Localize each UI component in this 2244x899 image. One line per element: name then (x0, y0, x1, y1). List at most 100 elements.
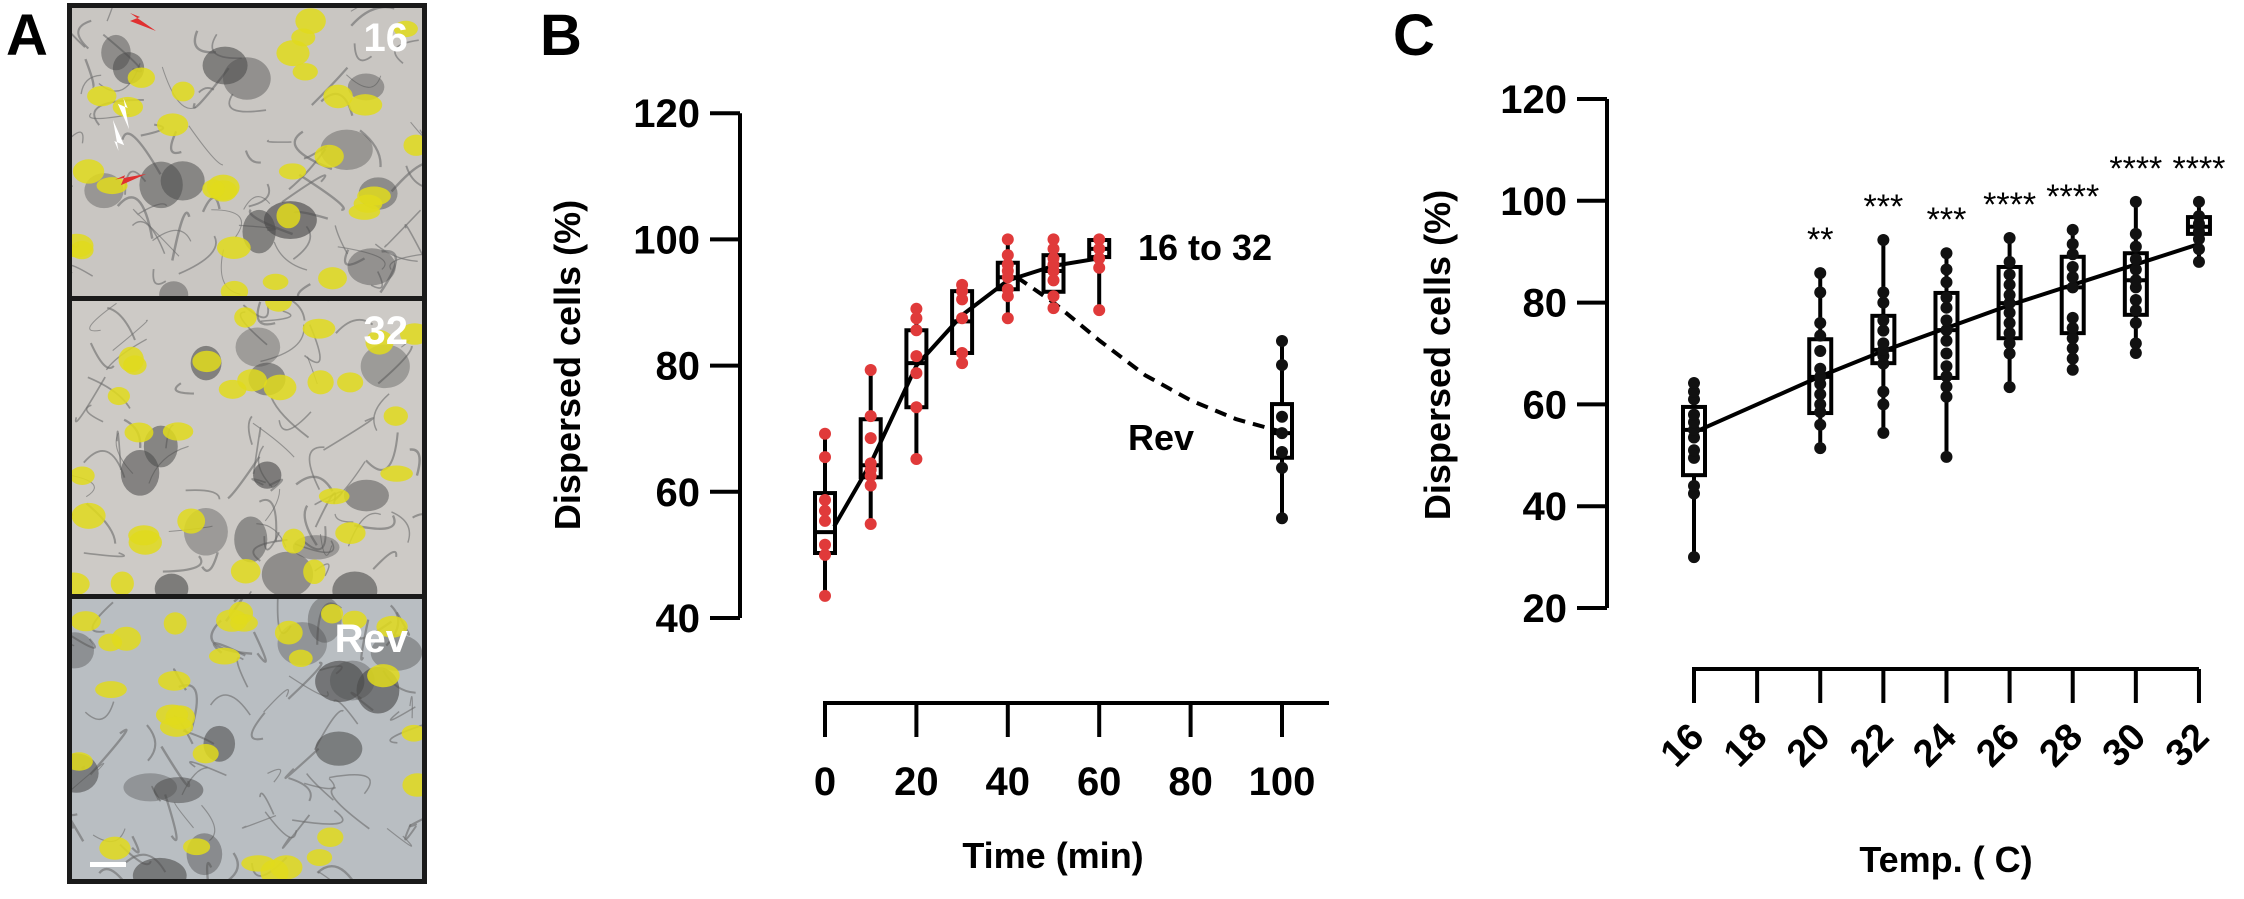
nucleus (276, 40, 310, 67)
nucleus (87, 86, 117, 107)
micrograph-image (72, 8, 422, 296)
pigment-cluster (160, 161, 205, 201)
significance-label: **** (2172, 150, 2225, 188)
data-point (1814, 398, 1827, 411)
significance-label: *** (1864, 188, 1904, 226)
data-point (956, 278, 969, 291)
cell-process (404, 823, 417, 841)
data-point (1814, 418, 1827, 431)
data-point (2129, 253, 2142, 266)
cell-process (252, 427, 262, 475)
pigment-cluster (253, 461, 282, 489)
data-point (1940, 301, 1953, 314)
cell-process (304, 778, 335, 790)
nucleus (348, 203, 381, 220)
data-point (1093, 242, 1106, 255)
data-point (1276, 410, 1288, 423)
cell-process (241, 814, 277, 829)
data-point (1093, 252, 1106, 265)
data-point (2129, 304, 2142, 317)
nucleus (111, 626, 141, 651)
cell-process (116, 196, 154, 239)
nucleus (118, 346, 144, 373)
nucleus (323, 84, 353, 109)
data-point (864, 457, 877, 470)
data-point (1814, 286, 1827, 299)
cell-process (263, 689, 290, 713)
cell-process (391, 511, 411, 543)
cell-process (284, 747, 320, 780)
data-point (819, 494, 831, 507)
cell-process (209, 694, 251, 716)
data-point (2129, 337, 2142, 350)
cell-process (106, 8, 113, 22)
cell-process (211, 209, 242, 238)
data-point (2129, 240, 2142, 253)
nucleus (159, 716, 194, 737)
nucleus (72, 572, 90, 594)
nucleus (274, 620, 303, 645)
nucleus (318, 488, 350, 505)
cell-process (247, 415, 253, 445)
data-point (1688, 385, 1700, 398)
nucleus (383, 406, 408, 426)
nucleus (403, 134, 422, 156)
data-point (1276, 461, 1288, 474)
data-point (1047, 302, 1060, 315)
cell-process (72, 762, 105, 790)
data-point (2129, 195, 2142, 208)
cell-process (390, 163, 422, 193)
cell-process (162, 555, 203, 573)
data-point (2066, 322, 2079, 335)
data-point (2003, 268, 2016, 281)
pigment-cluster (120, 449, 160, 496)
cell-process (350, 8, 358, 12)
chart-b-xlabel: Time (min) (962, 835, 1143, 876)
nucleus (124, 422, 154, 443)
data-point (2066, 271, 2079, 284)
cell-process (409, 448, 421, 476)
nucleus (317, 827, 344, 848)
chart-b-annotation-16to32: 16 to 32 (1138, 227, 1272, 268)
nucleus (99, 836, 131, 860)
cell-process (337, 246, 386, 270)
data-point (2003, 306, 2016, 319)
y-tick-label: 60 (1523, 383, 1568, 427)
data-point (2003, 327, 2016, 340)
cell-process (412, 513, 422, 519)
data-point (1814, 442, 1827, 455)
chart-b-ylabel: Dispersed cells (%) (547, 200, 588, 530)
cell-process (303, 505, 318, 546)
data-point (1047, 233, 1060, 246)
panel-letter-a: A (6, 3, 48, 68)
panel-letter-c: C (1393, 3, 1435, 68)
cell-process (319, 534, 333, 556)
cell-process (394, 39, 419, 64)
cell-process (174, 802, 194, 829)
y-tick-label: 20 (1523, 587, 1568, 631)
nucleus (95, 681, 127, 699)
y-tick-label: 100 (1500, 180, 1567, 224)
cell-process (384, 209, 422, 248)
data-point (864, 517, 877, 530)
cell-process (292, 809, 344, 825)
x-tick-label: 40 (986, 760, 1031, 804)
y-tick-label: 120 (633, 92, 700, 136)
cell-process (89, 342, 115, 369)
nucleus (263, 374, 297, 401)
cell-process (281, 174, 327, 203)
cell-process (107, 306, 136, 341)
data-point (1688, 408, 1700, 421)
cell-process (334, 513, 354, 523)
data-point (2003, 316, 2016, 329)
data-point (2066, 352, 2079, 365)
data-point (1940, 276, 1953, 289)
data-point (1276, 427, 1288, 440)
pigment-cluster (202, 46, 248, 85)
data-point (819, 548, 831, 561)
nucleus (72, 611, 101, 632)
nucleus (72, 233, 94, 258)
data-point (1001, 312, 1014, 325)
cell-process (373, 393, 390, 431)
data-point (910, 350, 923, 363)
